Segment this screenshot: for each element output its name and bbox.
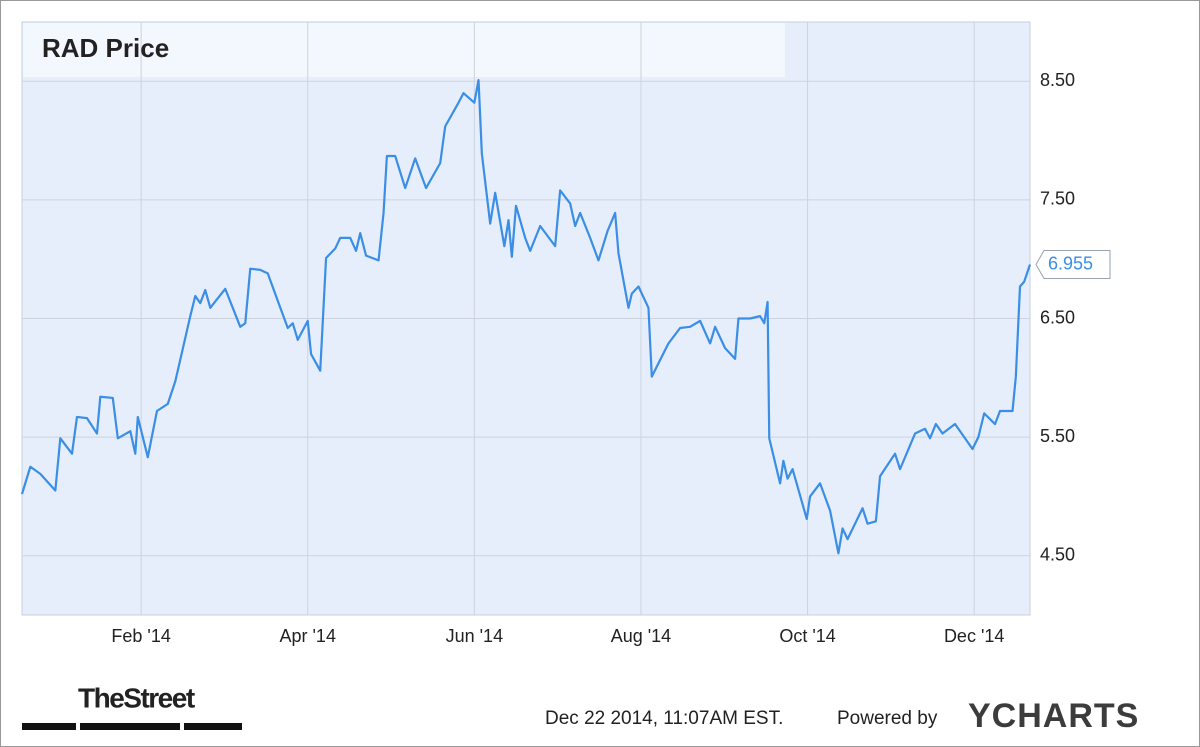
brand: YCHARTS bbox=[968, 697, 1139, 735]
timestamp: Dec 22 2014, 11:07AM EST. bbox=[545, 708, 783, 729]
plot bbox=[20, 79, 1032, 555]
logo-bar bbox=[22, 723, 76, 730]
x-tick-label: Dec '14 bbox=[944, 626, 1004, 646]
x-tick-label: Apr '14 bbox=[279, 626, 335, 646]
powered-by: Powered by bbox=[837, 708, 938, 729]
y-tick-label: 7.50 bbox=[1040, 189, 1075, 209]
x-tick-label: Aug '14 bbox=[611, 626, 672, 646]
logo-bar bbox=[184, 723, 242, 730]
y-tick-label: 8.50 bbox=[1040, 70, 1075, 90]
title-band bbox=[23, 23, 785, 77]
x-tick-label: Feb '14 bbox=[111, 626, 170, 646]
end-label: 6.955 bbox=[1048, 253, 1093, 273]
x-tick-label: Oct '14 bbox=[779, 626, 835, 646]
x-tick-label: Jun '14 bbox=[446, 626, 503, 646]
logo-bar bbox=[80, 723, 180, 730]
y-tick-label: 4.50 bbox=[1040, 544, 1075, 564]
price-line bbox=[20, 79, 1032, 555]
chart-title: RAD Price bbox=[42, 33, 169, 63]
logo: TheStreet bbox=[78, 682, 195, 713]
y-tick-label: 5.50 bbox=[1040, 426, 1075, 446]
y-tick-label: 6.50 bbox=[1040, 307, 1075, 327]
end-label-box bbox=[1035, 250, 1111, 280]
